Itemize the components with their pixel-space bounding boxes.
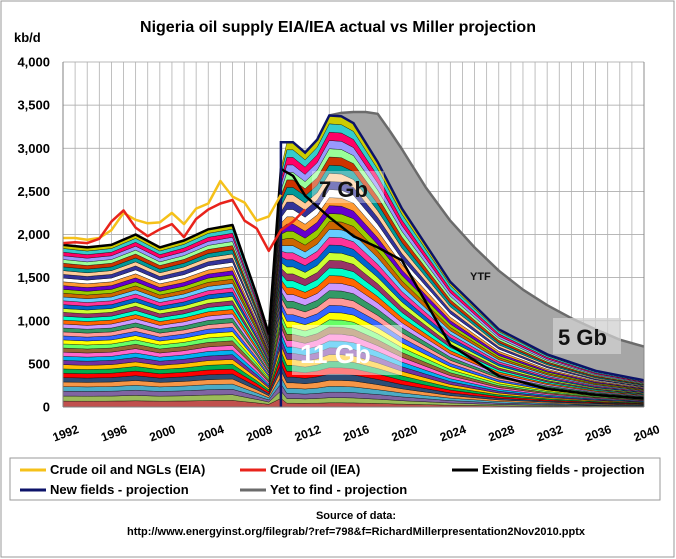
annotation-5gb-bg bbox=[553, 318, 621, 354]
legend-label: Existing fields - projection bbox=[482, 462, 645, 477]
existing-fields-line bbox=[63, 167, 644, 400]
y-tick-label: 4,000 bbox=[17, 55, 50, 70]
y-tick-labels: 0 500 1,000 1,500 2,000 2,500 3,000 3,500 4,000 bbox=[17, 55, 50, 415]
y-tick-label: 3,500 bbox=[17, 98, 50, 113]
legend: Crude oil and NGLs (EIA) Crude oil (IEA) E… bbox=[20, 462, 645, 497]
annotation-ytf: YTF bbox=[470, 271, 491, 283]
new-fields-line bbox=[279, 114, 644, 407]
y-tick-label: 1,000 bbox=[17, 313, 50, 328]
annotation-7gb: 7 Gb bbox=[319, 177, 368, 202]
chart-title: Nigeria oil supply EIA/IEA actual vs Mil… bbox=[140, 19, 536, 36]
ytf-area bbox=[329, 112, 644, 381]
y-tick-label: 500 bbox=[28, 356, 50, 371]
y-tick-label: 0 bbox=[43, 400, 50, 415]
y-axis-unit-label: kb/d bbox=[14, 30, 41, 45]
annotation-11gb: 11 Gb bbox=[300, 339, 371, 369]
y-tick-label: 2,500 bbox=[17, 184, 50, 199]
y-tick-label: 1,500 bbox=[17, 270, 50, 285]
series-lines bbox=[63, 110, 644, 407]
legend-label: Yet to find - projection bbox=[270, 482, 407, 497]
y-tick-label: 2,000 bbox=[17, 227, 50, 242]
source-heading: Source of data: bbox=[316, 510, 396, 522]
axes bbox=[62, 62, 645, 408]
annotation-5gb: 5 Gb bbox=[558, 325, 607, 350]
legend-label: Crude oil and NGLs (EIA) bbox=[50, 462, 205, 477]
y-tick-label: 3,000 bbox=[17, 141, 50, 156]
source-url: http://www.energyinst.org/filegrab/?ref=… bbox=[127, 526, 586, 538]
annotation-11gb-bg bbox=[292, 325, 402, 375]
annotation-7gb-bg bbox=[312, 171, 384, 203]
annotations: 7 Gb 11 Gb 5 Gb YTF bbox=[292, 171, 621, 375]
legend-box bbox=[9, 457, 661, 501]
iea-line bbox=[63, 198, 306, 253]
legend-label: Crude oil (IEA) bbox=[270, 462, 360, 477]
legend-label: New fields - projection bbox=[50, 482, 189, 497]
